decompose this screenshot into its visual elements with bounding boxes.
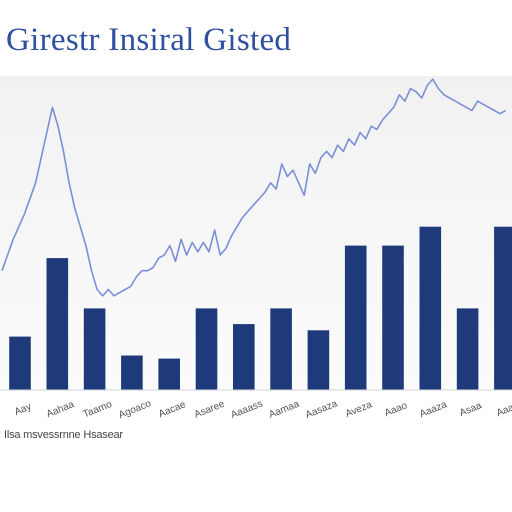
x-tick-label-6: Aaaass (229, 398, 264, 421)
bar-5 (195, 308, 218, 390)
chart-title: Girestr Insiral Gisted (6, 22, 292, 58)
x-tick-label-1: Aahaa (45, 399, 76, 420)
x-tick-label-2: Taamo (82, 399, 114, 421)
x-tick-label-13: Aaaa (495, 400, 512, 419)
bar-2 (83, 308, 106, 390)
bar-layer (9, 226, 512, 390)
x-tick-label-4: Aacae (157, 399, 188, 420)
bar-12 (456, 308, 479, 390)
bar-10 (382, 245, 404, 390)
bar-3 (121, 355, 143, 390)
x-tick-label-5: Asaree (193, 398, 227, 420)
bar-8 (307, 330, 330, 390)
bar-11 (419, 226, 442, 390)
x-tick-label-8: Aasaza (304, 398, 339, 421)
bar-13 (494, 226, 512, 390)
x-tick-labels: Aay Aahaa Taamo Agoaco Aacae Asaree Aaaass Aama… (13, 398, 512, 421)
bar-0 (9, 336, 31, 390)
line-layer (1, 78, 506, 297)
x-tick-label-11: Aaaza (418, 399, 449, 420)
bar-7 (270, 308, 292, 390)
bar-6 (233, 324, 255, 390)
x-tick-label-12: Asaa (458, 400, 484, 419)
x-tick-label-0: Aay (13, 401, 33, 418)
x-tick-label-3: Agoaco (117, 398, 153, 421)
bar-4 (158, 358, 180, 390)
x-tick-label-9: Aveza (344, 399, 374, 420)
footnote: Ilsa msvessrnne Hsasear (4, 429, 123, 441)
line-series (1, 78, 506, 297)
bar-1 (46, 258, 69, 390)
bar-9 (344, 245, 367, 390)
x-tick-label-7: Aamaa (267, 398, 301, 420)
x-tick-label-10: Aaao (383, 400, 409, 419)
